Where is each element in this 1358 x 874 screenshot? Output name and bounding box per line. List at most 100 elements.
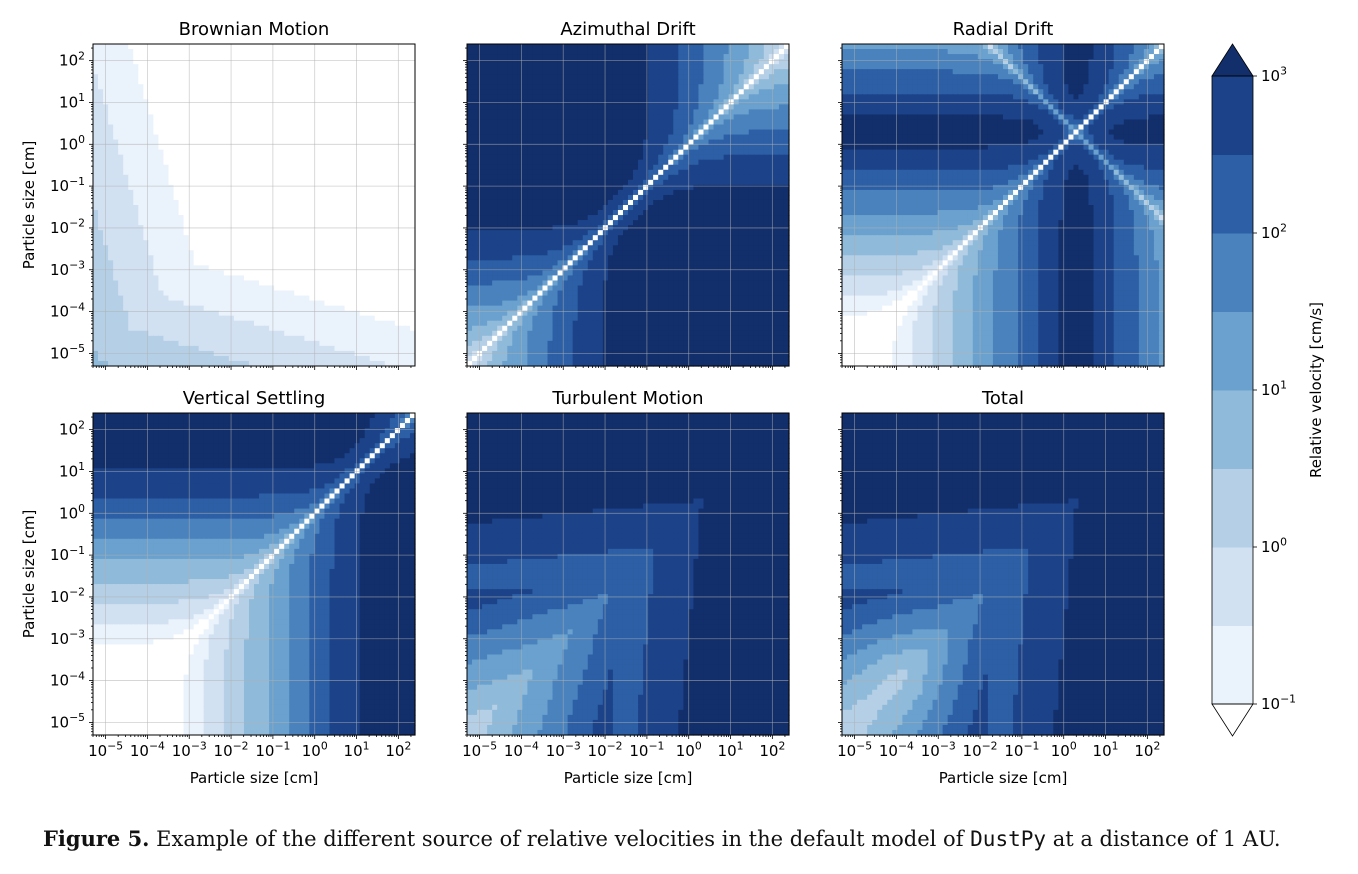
contour-cell — [294, 356, 300, 362]
contour-cell — [329, 331, 335, 337]
contour-cell — [163, 286, 169, 292]
contour-cell — [148, 336, 154, 342]
contour-cell — [345, 89, 351, 95]
contour-cell — [163, 220, 169, 226]
contour-cell — [184, 84, 190, 90]
contour-cell — [269, 306, 275, 312]
contour-cell — [148, 125, 154, 131]
contour-cell — [502, 54, 508, 60]
contour-cell — [345, 265, 351, 271]
contour-cell — [98, 94, 104, 100]
contour-cell — [405, 301, 411, 307]
contour-cell — [158, 104, 164, 110]
contour-cell — [279, 306, 285, 312]
contour-cell — [148, 175, 154, 181]
contour-cell — [174, 49, 180, 55]
contour-cell — [98, 114, 104, 120]
contour-cell — [224, 49, 230, 55]
contour-cell — [395, 135, 401, 141]
contour-cell — [269, 296, 275, 302]
contour-cell — [98, 235, 104, 241]
contour-cell — [179, 170, 185, 176]
contour-cell — [184, 44, 190, 50]
contour-cell — [214, 89, 220, 95]
contour-cell — [219, 135, 225, 141]
contour-cell — [345, 175, 351, 181]
contour-cell — [229, 170, 235, 176]
contour-cell — [158, 296, 164, 302]
contour-cell — [249, 205, 255, 211]
contour-cell — [254, 235, 260, 241]
contour-cell — [234, 49, 240, 55]
contour-cell — [289, 160, 295, 166]
contour-cell — [174, 170, 180, 176]
contour-cell — [108, 235, 114, 241]
contour-cell — [118, 270, 124, 276]
contour-cell — [274, 175, 280, 181]
contour-cell — [128, 336, 134, 342]
contour-cell — [118, 119, 124, 125]
contour-cell — [204, 301, 210, 307]
contour-cell — [108, 210, 114, 216]
contour-cell — [163, 104, 169, 110]
contour-cell — [214, 270, 220, 276]
contour-cell — [709, 44, 715, 50]
contour-cell — [204, 79, 210, 85]
contour-cell — [204, 59, 210, 65]
contour-cell — [219, 49, 225, 55]
contour-cell — [522, 49, 528, 55]
contour-cell — [118, 215, 124, 221]
contour-cell — [279, 175, 285, 181]
contour-cell — [214, 336, 220, 342]
contour-cell — [345, 250, 351, 256]
contour-cell — [138, 286, 144, 292]
contour-cell — [314, 130, 320, 136]
contour-cell — [264, 250, 270, 256]
contour-cell — [289, 125, 295, 131]
contour-cell — [224, 346, 230, 352]
contour-cell — [289, 291, 295, 297]
contour-cell — [148, 130, 154, 136]
contour-cell — [375, 205, 381, 211]
contour-cell — [390, 84, 396, 90]
contour-cell — [319, 150, 325, 156]
contour-cell — [113, 326, 119, 332]
contour-cell — [244, 336, 250, 342]
contour-cell — [138, 230, 144, 236]
contour-cell — [148, 54, 154, 60]
contour-cell — [663, 54, 669, 60]
contour-cell — [673, 59, 679, 65]
contour-cell — [365, 331, 371, 337]
contour-cell — [244, 280, 250, 286]
contour-cell — [93, 155, 99, 161]
contour-cell — [380, 114, 386, 120]
contour-cell — [340, 44, 346, 50]
contour-cell — [244, 270, 250, 276]
contour-cell — [168, 270, 174, 276]
contour-cell — [254, 215, 260, 221]
contour-cell — [269, 54, 275, 60]
contour-cell — [204, 190, 210, 196]
contour-cell — [279, 220, 285, 226]
contour-cell — [284, 54, 290, 60]
contour-cell — [219, 200, 225, 206]
contour-cell — [93, 235, 99, 241]
contour-cell — [163, 69, 169, 75]
contour-cell — [537, 44, 543, 50]
contour-cell — [365, 109, 371, 115]
contour-cell — [759, 44, 765, 50]
contour-cell — [259, 336, 265, 342]
contour-cell — [219, 119, 225, 125]
contour-cell — [118, 130, 124, 136]
contour-cell — [244, 301, 250, 307]
contour-cell — [269, 321, 275, 327]
contour-cell — [168, 316, 174, 322]
contour-cell — [380, 190, 386, 196]
contour-cell — [239, 346, 245, 352]
contour-cell — [209, 250, 215, 256]
contour-cell — [239, 321, 245, 327]
contour-cell — [324, 270, 330, 276]
contour-cell — [324, 260, 330, 266]
contour-cell — [133, 130, 139, 136]
contour-cell — [345, 130, 351, 136]
